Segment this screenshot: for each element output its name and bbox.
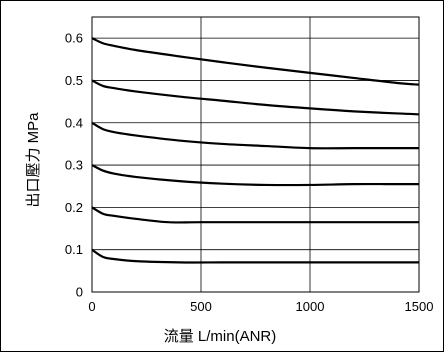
y-tick-label: 0.6 xyxy=(65,31,83,46)
series-line xyxy=(91,248,419,264)
x-axis-label: 流量 L/min(ANR) xyxy=(164,328,277,345)
y-tick-labels: 0 0.1 0.2 0.3 0.4 0.5 0.6 xyxy=(65,31,83,300)
x-tick-label: 1500 xyxy=(405,299,434,314)
y-tick-label: 0.4 xyxy=(65,115,83,130)
y-tick-label: 0.3 xyxy=(65,158,83,173)
x-tick-label: 500 xyxy=(190,299,212,314)
plot-area xyxy=(91,16,420,293)
series-line xyxy=(91,206,419,224)
y-tick-label: 0.5 xyxy=(65,73,83,88)
series-line xyxy=(91,164,419,187)
y-tick-label: 0 xyxy=(76,285,83,300)
y-tick-label: 0.2 xyxy=(65,200,83,215)
series-line xyxy=(91,79,420,116)
series-group xyxy=(91,37,420,264)
x-tick-label: 0 xyxy=(88,299,95,314)
series-line xyxy=(91,37,420,86)
y-axis-label: 出口壓力 MPa xyxy=(25,112,42,208)
grid xyxy=(91,17,420,293)
series-line xyxy=(91,121,419,150)
x-tick-labels: 0 500 1000 1500 xyxy=(88,299,433,314)
y-tick-label: 0.1 xyxy=(65,242,83,257)
x-tick-label: 1000 xyxy=(296,299,325,314)
